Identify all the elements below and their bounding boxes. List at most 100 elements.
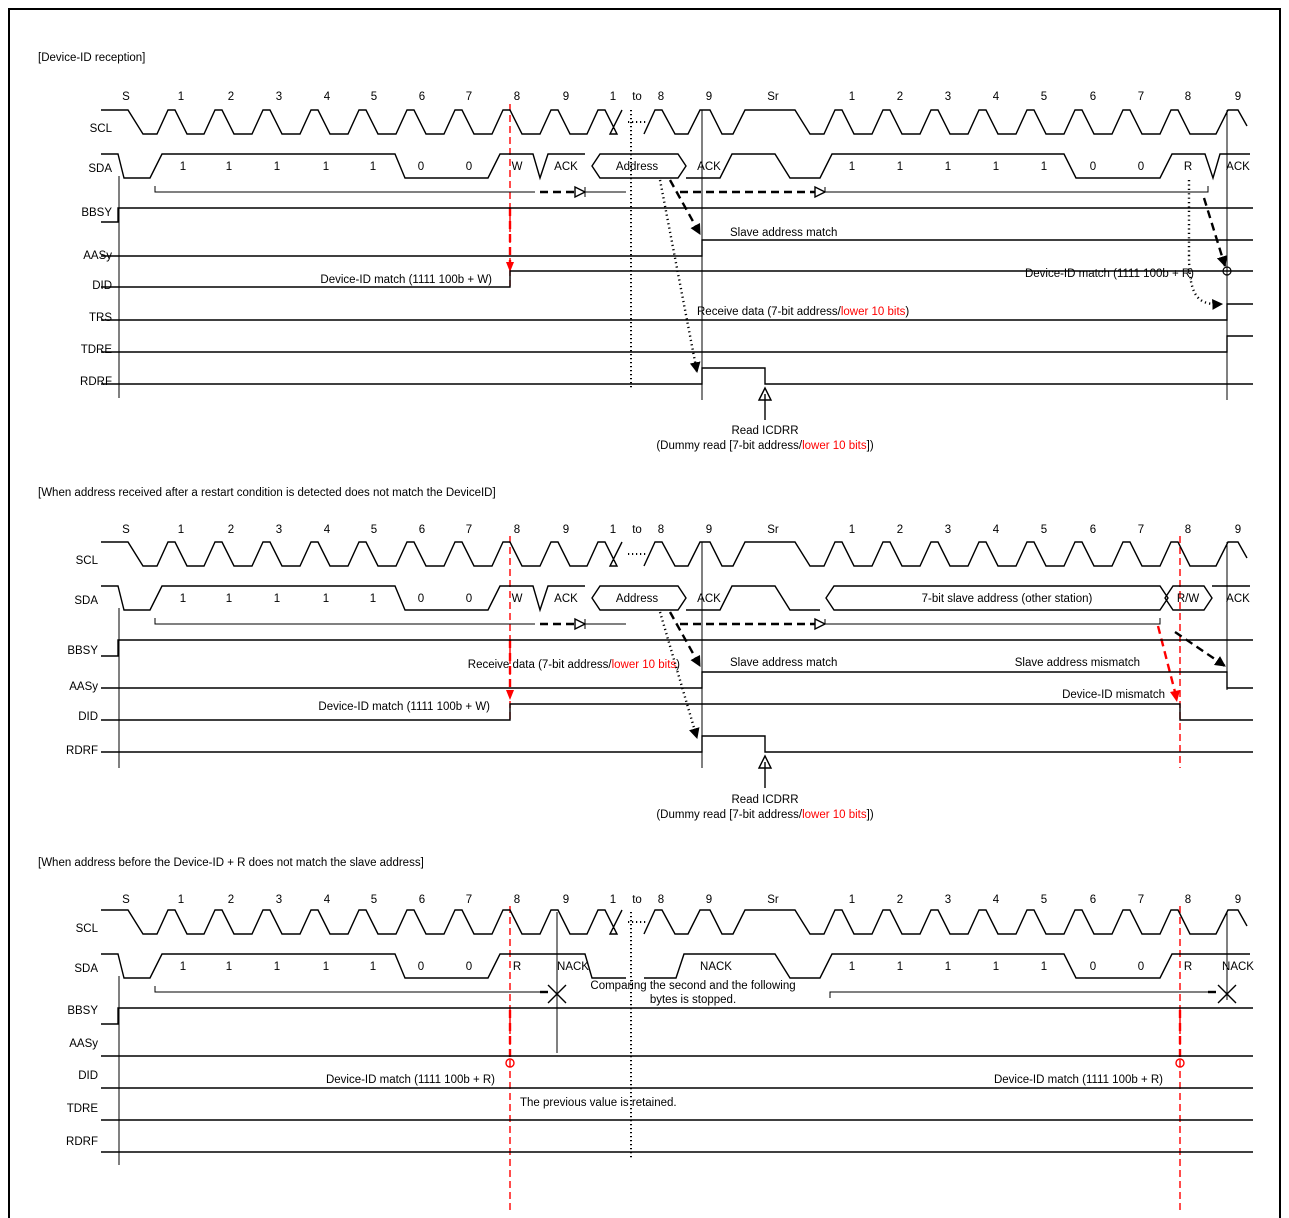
receive-data-label: Receive data (7-bit address/lower 10 bit… bbox=[468, 659, 680, 671]
panel-3-waveforms: S 1 2 3 4 5 6 7 8 9 1 to 8 9 Sr 1 2 3 4 5 6 7 8 9 SCL SDA BBSY AASy… bbox=[66, 894, 1254, 1165]
clock-number: Sr bbox=[767, 91, 779, 103]
sda-bit: 1 bbox=[849, 961, 855, 973]
sda-wave-b bbox=[686, 153, 1250, 181]
sda-bit: 7-bit slave address (other station) bbox=[922, 593, 1093, 605]
clock-number: 1 bbox=[610, 524, 616, 536]
signal-name: BBSY bbox=[67, 1005, 98, 1017]
did-set-arrow-2 bbox=[1202, 197, 1228, 268]
did-hold-marker-2 bbox=[1175, 1058, 1185, 1068]
clock-number: 9 bbox=[706, 91, 712, 103]
bracket-arrowhead bbox=[574, 617, 587, 631]
sda-bit: 0 bbox=[1090, 161, 1096, 173]
did-match-r-left: Device-ID match (1111 100b + R) bbox=[326, 1074, 495, 1086]
sda-bit: 0 bbox=[466, 593, 472, 605]
clock-number: 8 bbox=[658, 894, 664, 906]
panel-1: [Device-ID reception] bbox=[38, 52, 514, 286]
sda-wave-b bbox=[644, 953, 1250, 979]
text-segment: ]) bbox=[867, 440, 874, 452]
signal-name: TDRE bbox=[67, 1103, 99, 1115]
sda-bit: 1 bbox=[370, 961, 376, 973]
panel-2-waveforms: S 1 2 3 4 5 6 7 8 9 1 to 8 9 Sr 1 2 3 4 5 6 7 8 9 SCL SDA BBSY AASy… bbox=[66, 524, 1253, 821]
sda-bit: W bbox=[512, 593, 523, 605]
clock-number: 2 bbox=[897, 91, 903, 103]
scl-waveform-b bbox=[643, 541, 1248, 567]
signal-name: AASy bbox=[83, 250, 112, 262]
clock-number: 4 bbox=[993, 524, 1000, 536]
text-segment: (Dummy read [7-bit address/ bbox=[656, 809, 803, 821]
read-arrowhead bbox=[757, 754, 773, 769]
sda-bit: ACK bbox=[1226, 593, 1250, 605]
signal-name: RDRF bbox=[66, 745, 98, 757]
sda-cell bbox=[1164, 585, 1213, 611]
clock-number: 9 bbox=[706, 894, 712, 906]
signal-name: BBSY bbox=[81, 207, 112, 219]
aasy-set-arrow bbox=[668, 611, 702, 667]
clock-number: 1 bbox=[178, 894, 184, 906]
clock-number: 6 bbox=[1090, 524, 1096, 536]
clock-number: 9 bbox=[1235, 91, 1241, 103]
clock-number: 8 bbox=[514, 91, 520, 103]
text-segment: lower 10 bits bbox=[841, 306, 906, 318]
clock-number: 3 bbox=[276, 894, 282, 906]
signal-name: RDRF bbox=[80, 376, 112, 388]
clock-number: 3 bbox=[945, 91, 951, 103]
sda-bit: Address bbox=[616, 593, 658, 605]
panel-2: [When address received after a restart c… bbox=[38, 487, 1181, 768]
clock-number: 9 bbox=[706, 524, 712, 536]
sda-bit: 1 bbox=[945, 161, 951, 173]
clock-number: to bbox=[632, 524, 642, 536]
clock-number: 5 bbox=[1041, 91, 1047, 103]
did-clear-arrowhead bbox=[1170, 690, 1180, 702]
sda-bit: R bbox=[1184, 161, 1192, 173]
sda-bit: Address bbox=[616, 161, 658, 173]
clock-number: 5 bbox=[371, 894, 377, 906]
clock-number: 1 bbox=[178, 524, 184, 536]
aasy-wave bbox=[101, 239, 1253, 257]
clock-number: 8 bbox=[514, 894, 520, 906]
byte-bracket-1 bbox=[154, 618, 535, 625]
sda-bit: NACK bbox=[557, 961, 589, 973]
clock-number: 8 bbox=[514, 524, 520, 536]
byte-bracket-1 bbox=[154, 186, 535, 193]
signal-name: SDA bbox=[74, 595, 98, 607]
stop-x-mark-1 bbox=[547, 984, 567, 1004]
sda-bit: 1 bbox=[274, 161, 280, 173]
panel-1-title: [Device-ID reception] bbox=[38, 52, 145, 64]
sda-bit: 0 bbox=[418, 593, 424, 605]
clock-number: 2 bbox=[897, 524, 903, 536]
scl-waveform-a bbox=[101, 109, 623, 135]
clock-number: 1 bbox=[178, 91, 184, 103]
signal-name: DID bbox=[78, 711, 98, 723]
did-marker bbox=[1222, 266, 1232, 276]
clock-number: 3 bbox=[276, 524, 282, 536]
aasy-wave bbox=[101, 671, 1253, 689]
bbsy-wave bbox=[101, 639, 1253, 657]
signal-name: SDA bbox=[74, 963, 98, 975]
clock-number: 9 bbox=[563, 524, 569, 536]
read-icdrr-label: Read ICDRR bbox=[731, 425, 798, 437]
clock-number: 8 bbox=[1185, 91, 1191, 103]
dummy-read-label: (Dummy read [7-bit address/lower 10 bits… bbox=[656, 440, 873, 452]
sda-bit: ACK bbox=[697, 161, 721, 173]
rdrf-set-arrow bbox=[658, 179, 701, 374]
signal-name: RDRF bbox=[66, 1136, 98, 1148]
clock-number: 5 bbox=[1041, 524, 1047, 536]
clock-number: 9 bbox=[1235, 524, 1241, 536]
signal-name: SCL bbox=[76, 555, 99, 567]
did-wave bbox=[101, 270, 1253, 288]
sda-cell bbox=[591, 153, 687, 179]
sda-bit: NACK bbox=[700, 961, 732, 973]
sda-bit: 1 bbox=[226, 161, 232, 173]
signal-name: AASy bbox=[69, 1038, 98, 1050]
sda-bit: 0 bbox=[466, 961, 472, 973]
clock-number: 9 bbox=[1235, 894, 1241, 906]
sda-bit: 1 bbox=[897, 161, 903, 173]
sda-bit: 1 bbox=[323, 961, 329, 973]
read-arrowhead bbox=[757, 386, 773, 401]
scl-waveform-b bbox=[643, 109, 1248, 135]
sda-bit: 1 bbox=[897, 961, 903, 973]
clock-number: 1 bbox=[849, 91, 855, 103]
did-match-r-label: Device-ID match (1111 100b + R) bbox=[1025, 268, 1194, 280]
sda-bit: 1 bbox=[180, 961, 186, 973]
